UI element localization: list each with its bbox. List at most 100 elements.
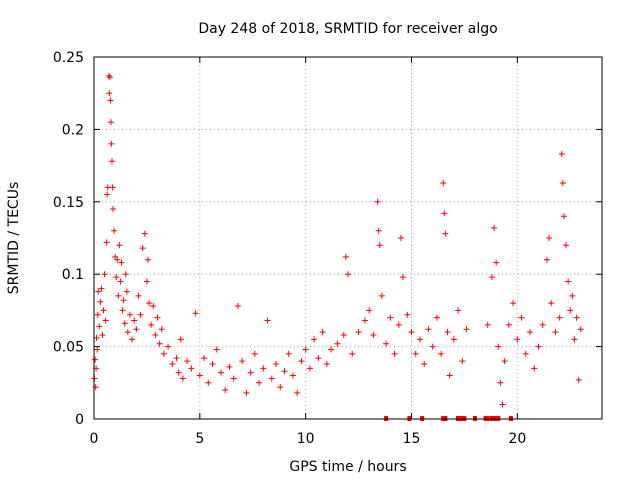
data-point — [205, 379, 212, 386]
data-point — [438, 350, 445, 357]
data-point — [158, 326, 165, 333]
data-point — [493, 259, 500, 266]
data-point — [104, 191, 111, 198]
data-point — [383, 340, 390, 347]
data-point — [135, 292, 142, 299]
data-point — [294, 389, 301, 396]
plot-frame — [93, 56, 603, 420]
data-point — [260, 365, 267, 372]
data-point — [463, 326, 470, 333]
data-point — [169, 360, 176, 367]
data-point — [302, 346, 309, 353]
data-point — [495, 343, 502, 350]
data-point — [535, 343, 542, 350]
data-point — [152, 332, 159, 339]
data-point — [281, 368, 288, 375]
data-point — [560, 213, 567, 220]
data-point — [285, 350, 292, 357]
data-point — [99, 332, 106, 339]
data-point — [546, 235, 553, 241]
data-point — [108, 158, 115, 165]
data-point — [355, 329, 362, 336]
data-point — [571, 336, 578, 343]
y-axis-label: SRMTID / TECUs — [6, 182, 22, 295]
data-point — [501, 358, 508, 365]
y-tick-label: 0.15 — [53, 195, 84, 211]
data-point — [154, 314, 161, 321]
data-point — [298, 358, 305, 365]
data-point — [243, 389, 250, 396]
data-point — [201, 355, 208, 362]
data-point — [226, 363, 233, 370]
x-tick-label: 20 — [508, 431, 526, 447]
data-point — [143, 278, 150, 285]
data-point — [251, 350, 258, 357]
data-point — [141, 230, 148, 237]
data-point — [105, 72, 112, 79]
data-point — [455, 307, 462, 314]
data-point — [559, 179, 566, 186]
data-point — [397, 235, 404, 241]
data-point — [543, 256, 550, 263]
data-point — [120, 297, 127, 304]
data-point — [118, 259, 125, 266]
data-point — [109, 184, 116, 191]
data-point — [247, 369, 254, 376]
data-point — [491, 224, 498, 231]
data-point — [218, 369, 224, 376]
data-point — [106, 90, 113, 97]
data-point — [196, 372, 203, 379]
x-tick-label: 10 — [297, 431, 315, 447]
data-point — [378, 292, 385, 299]
data-point — [107, 119, 114, 126]
data-point — [148, 321, 155, 328]
data-point — [116, 242, 123, 249]
y-tick-label: 0.05 — [53, 340, 84, 356]
data-point — [98, 285, 105, 292]
data-point — [121, 320, 128, 327]
data-point — [361, 317, 368, 324]
data-point — [567, 307, 574, 314]
data-point — [306, 365, 313, 372]
data-point — [311, 336, 318, 343]
y-tick-label: 0 — [75, 412, 84, 428]
data-point — [556, 314, 563, 321]
y-tick-label: 0.1 — [62, 267, 84, 283]
data-point — [315, 355, 322, 362]
data-point — [569, 292, 576, 299]
data-point — [256, 379, 263, 386]
data-point — [408, 329, 415, 336]
data-point — [370, 332, 377, 339]
data-point — [450, 336, 457, 343]
data-point — [400, 274, 407, 281]
data-point — [563, 242, 570, 249]
x-tick-label: 15 — [403, 431, 421, 447]
data-point — [277, 384, 284, 391]
data-point — [345, 271, 351, 278]
data-point — [175, 369, 182, 376]
data-point — [139, 245, 146, 252]
data-point — [96, 323, 103, 330]
data-point — [349, 350, 356, 357]
data-point — [289, 372, 296, 379]
data-point — [114, 256, 121, 263]
data-point — [573, 314, 580, 321]
data-point — [376, 242, 383, 249]
x-tick-label: 0 — [90, 431, 99, 447]
data-point — [539, 321, 546, 328]
data-point — [117, 278, 124, 285]
data-point — [95, 288, 102, 295]
data-point — [234, 303, 241, 310]
data-point — [446, 372, 453, 379]
data-point — [113, 274, 120, 281]
data-point — [558, 151, 565, 158]
data-point — [441, 210, 448, 217]
data-point — [264, 317, 271, 324]
data-point — [93, 334, 100, 341]
data-point — [499, 401, 506, 408]
data-point — [575, 376, 582, 383]
data-point — [518, 314, 525, 321]
data-point — [395, 321, 402, 328]
data-point — [444, 329, 451, 336]
